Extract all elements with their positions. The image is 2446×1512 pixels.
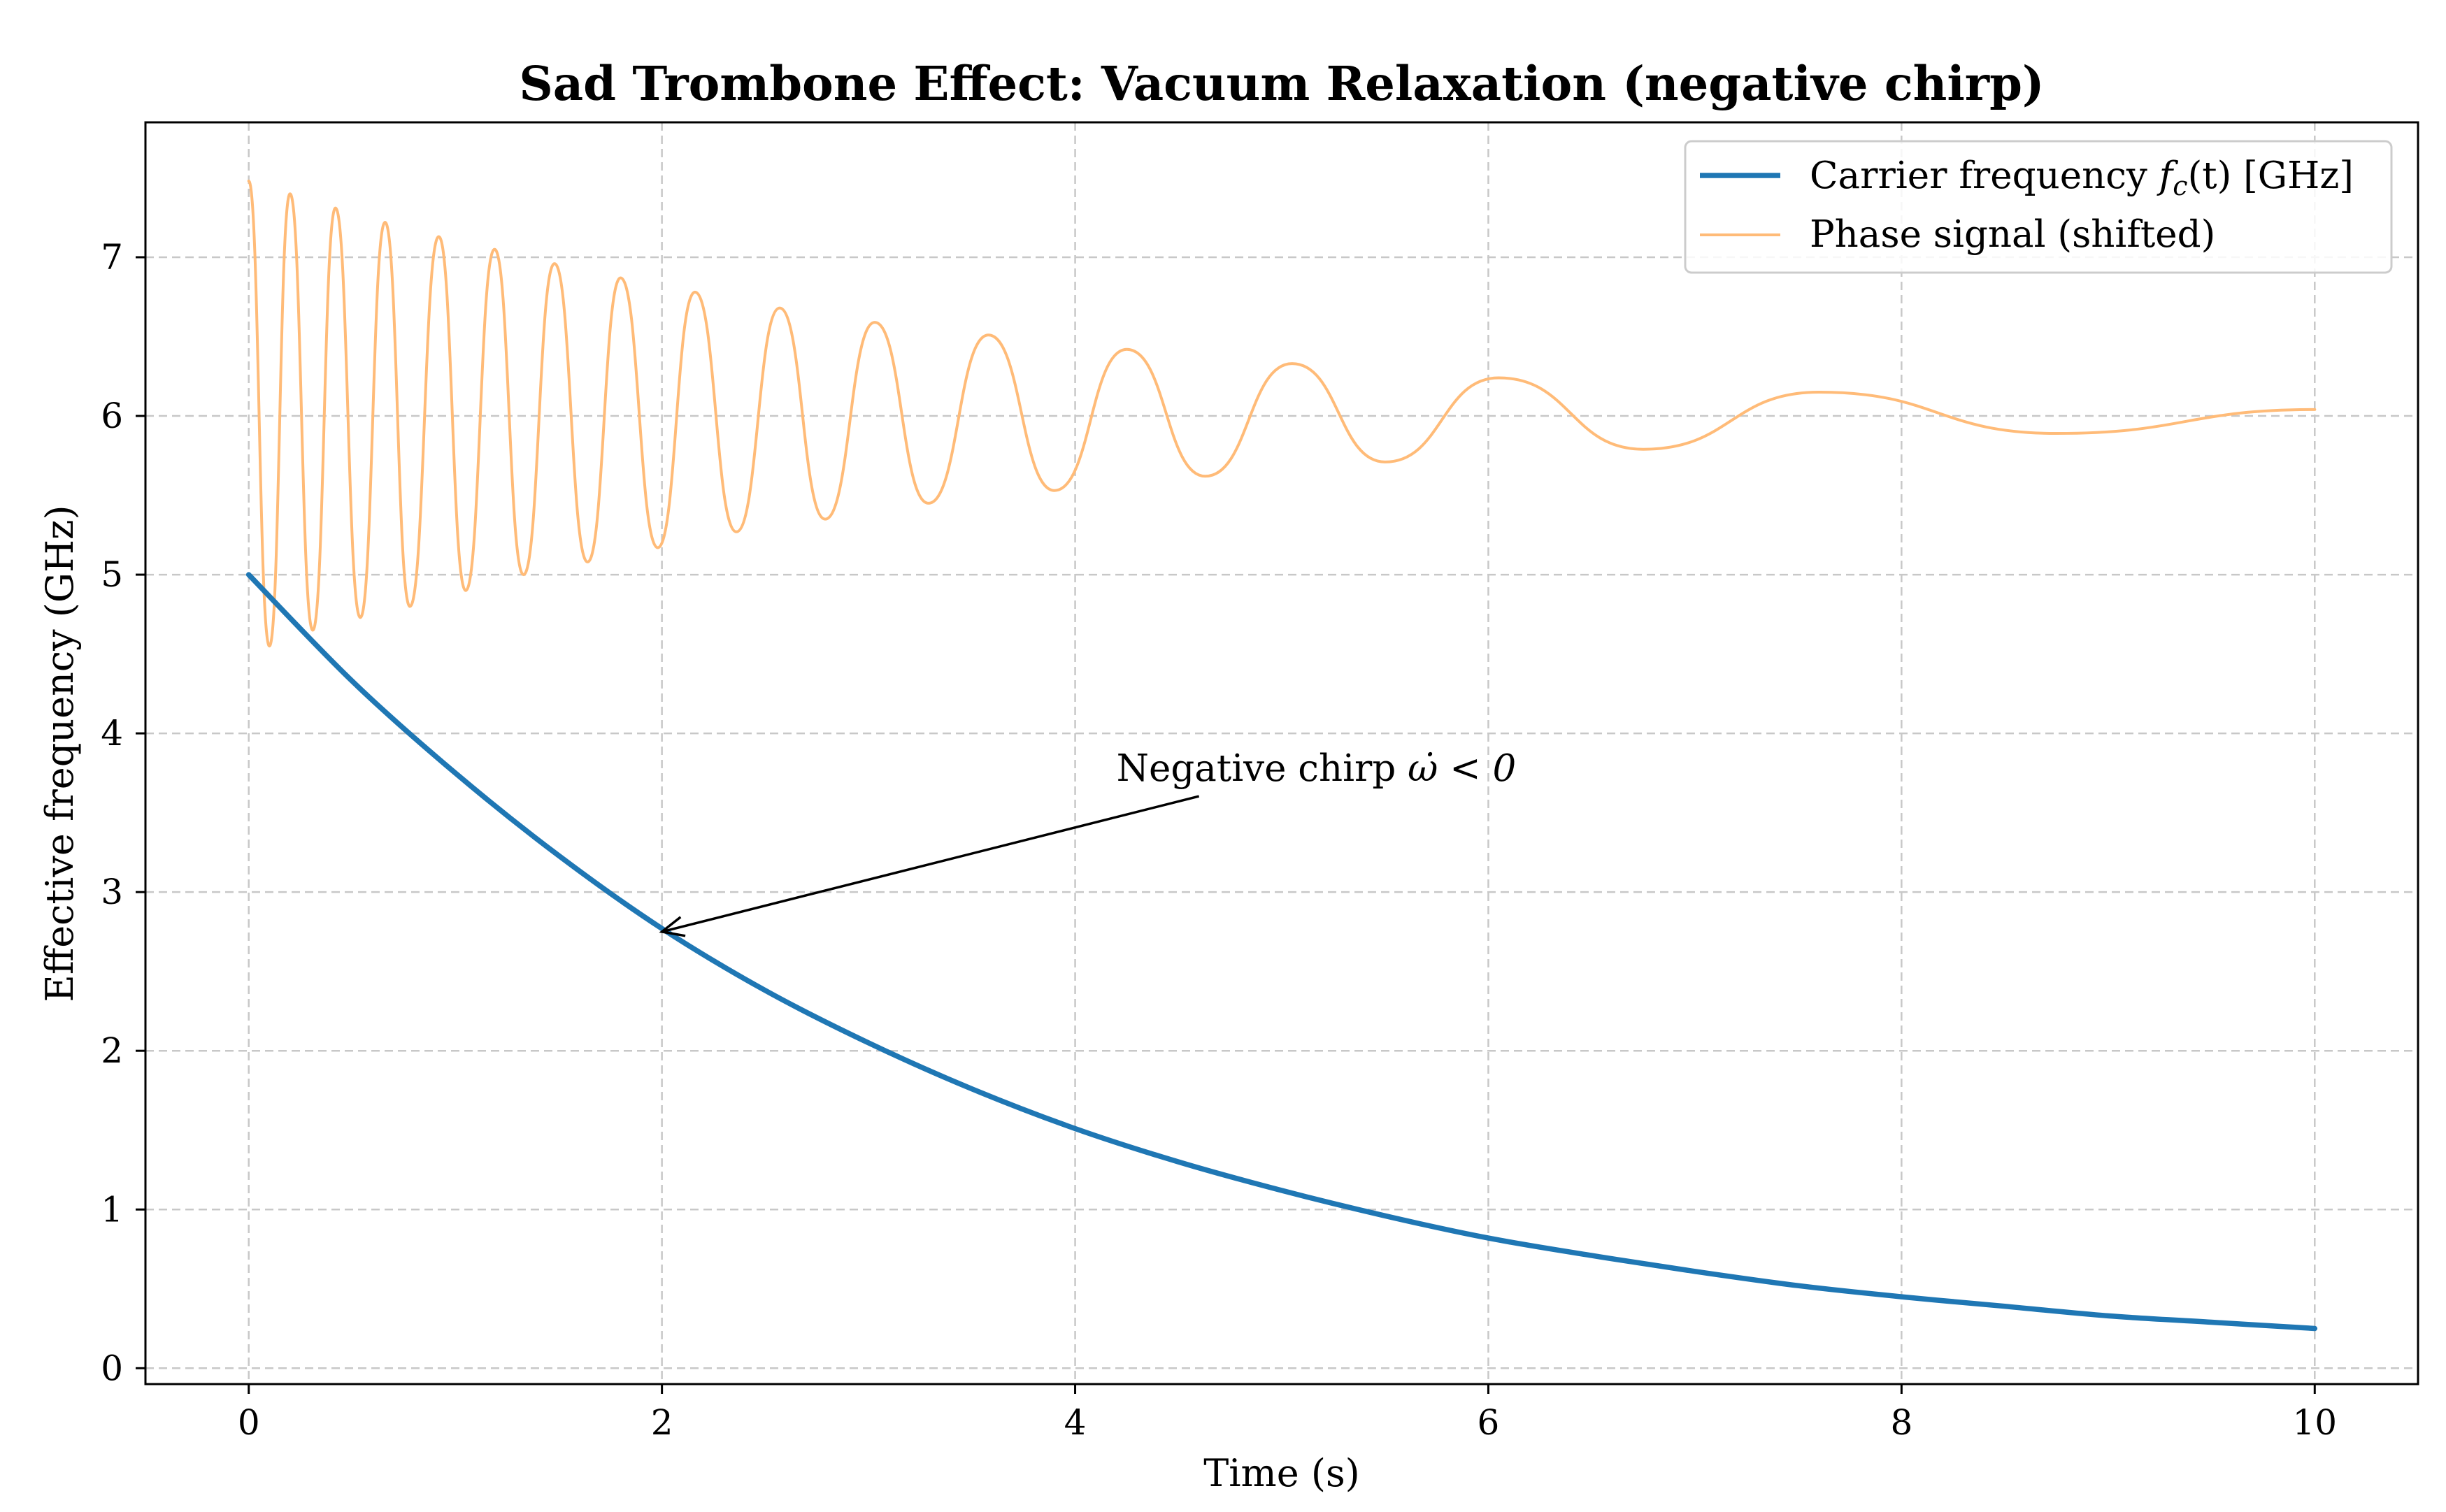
annotation-arrowhead-0 bbox=[659, 916, 686, 937]
series-line-carrier-frequency bbox=[245, 572, 2318, 1332]
annotation-text-0: Negative chirp ω̇ < 0 bbox=[1117, 747, 1517, 790]
legend-label-carrier: Carrier frequency fc(t) [GHz] bbox=[1810, 154, 2354, 201]
x-tick-label-2: 4 bbox=[1064, 1402, 1087, 1443]
x-tick-label-5: 10 bbox=[2292, 1402, 2337, 1443]
y-tick-label-6: 6 bbox=[101, 396, 123, 436]
annotation-group: Negative chirp ω̇ < 0 bbox=[659, 747, 1517, 937]
y-tick-label-2: 2 bbox=[101, 1030, 123, 1071]
legend-label-carrier-base: Carrier frequency bbox=[1810, 154, 2159, 197]
annotation-arrow-0 bbox=[661, 795, 1200, 933]
legend-box bbox=[1684, 140, 2393, 274]
y-tick-label-7: 7 bbox=[101, 237, 123, 278]
legend: Carrier frequency fc(t) [GHz] Phase sign… bbox=[1684, 140, 2393, 274]
y-tick-label-5: 5 bbox=[101, 554, 123, 595]
y-tick-label-0: 0 bbox=[101, 1348, 123, 1388]
series-line-phase-signal bbox=[247, 180, 2317, 648]
y-tick-label-3: 3 bbox=[101, 872, 123, 912]
x-axis-label: Time (s) bbox=[1203, 1451, 1359, 1495]
y-axis-label: Effective frequency (GHz) bbox=[38, 505, 82, 1002]
y-tick-label-1: 1 bbox=[101, 1189, 123, 1230]
x-tick-label-3: 6 bbox=[1478, 1402, 1500, 1443]
legend-label-carrier-tail: (t) [GHz] bbox=[2188, 154, 2354, 197]
grid-lines bbox=[145, 122, 2418, 1384]
x-tick-label-4: 8 bbox=[1890, 1402, 1912, 1443]
plot-frame bbox=[144, 121, 2419, 1385]
x-tick-label-1: 2 bbox=[651, 1402, 673, 1443]
y-tick-label-4: 4 bbox=[101, 713, 123, 754]
axis-ticks: 0 2 4 6 8 10 0 1 2 3 4 5 6 7 bbox=[101, 237, 2337, 1443]
series-group bbox=[245, 180, 2318, 1332]
legend-label-carrier-sub: c bbox=[2173, 171, 2187, 201]
legend-label-phase: Phase signal (shifted) bbox=[1810, 213, 2215, 256]
x-tick-label-0: 0 bbox=[238, 1402, 260, 1443]
chart-title: Sad Trombone Effect: Vacuum Relaxation (… bbox=[519, 56, 2044, 111]
